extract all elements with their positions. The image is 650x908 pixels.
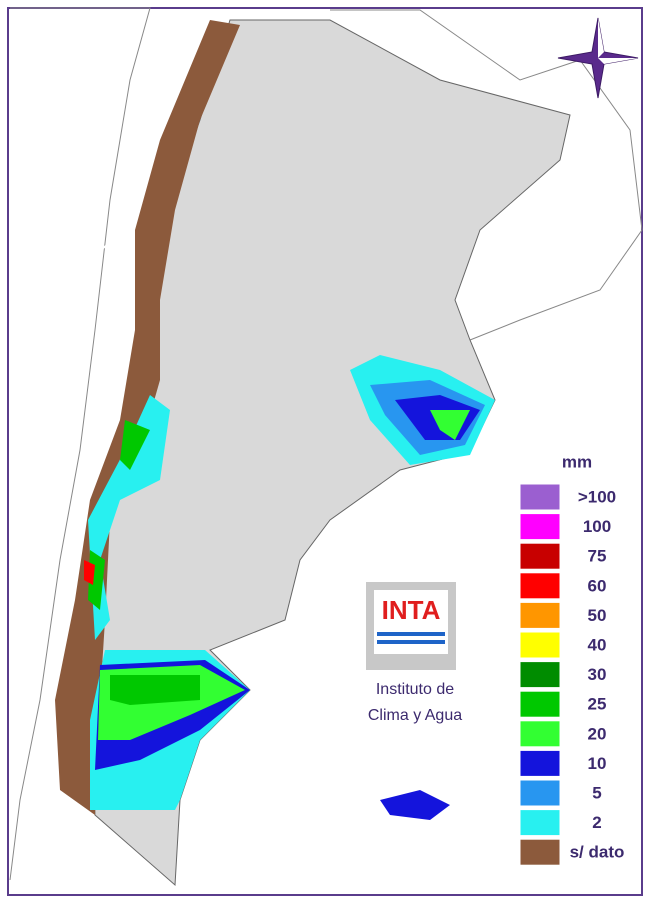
legend-label: 2	[592, 813, 601, 832]
logo-stripe	[377, 640, 445, 644]
logo-stripe	[377, 632, 445, 636]
legend-label: 50	[588, 606, 607, 625]
legend-label: 25	[588, 695, 607, 714]
legend-label: 60	[588, 576, 607, 595]
legend-swatch	[519, 661, 561, 689]
legend-label: 100	[583, 517, 611, 536]
legend-label: 30	[588, 665, 607, 684]
border	[330, 9, 643, 341]
legend-swatch	[519, 572, 561, 600]
logo-text: INTA	[382, 595, 441, 625]
legend-swatch	[519, 749, 561, 777]
legend-label: 75	[588, 547, 607, 566]
legend: >100 100 75 60 50 40 30 25 20 10 5 2 s/ dato	[519, 483, 625, 866]
no-data-texture	[79, 59, 131, 251]
coastline	[9, 7, 151, 881]
legend-swatch	[519, 601, 561, 629]
rain-area	[84, 560, 95, 585]
legend-label: >100	[578, 487, 616, 506]
compass	[557, 17, 639, 99]
legend-swatch	[519, 809, 561, 837]
legend-swatch	[519, 720, 561, 748]
legend-swatch	[519, 838, 561, 866]
legend-label: 10	[588, 754, 607, 773]
rain-area	[88, 395, 170, 640]
islands	[380, 790, 450, 820]
legend-label: 40	[588, 635, 607, 654]
legend-swatch	[519, 690, 561, 718]
legend-swatch	[519, 779, 561, 807]
legend-swatch	[519, 483, 561, 511]
legend-swatch	[519, 513, 561, 541]
rain-area	[120, 420, 150, 470]
rain-area	[430, 410, 470, 440]
rain-area	[110, 675, 200, 705]
legend-label: s/ dato	[570, 843, 625, 862]
logo-caption: Clima y Agua	[368, 707, 462, 724]
legend-swatch	[519, 631, 561, 659]
legend-label: 20	[588, 724, 607, 743]
legend-title: mm	[562, 452, 592, 471]
legend-label: 5	[592, 783, 601, 802]
logo-caption: Instituto de	[376, 681, 454, 698]
legend-swatch	[519, 542, 561, 570]
